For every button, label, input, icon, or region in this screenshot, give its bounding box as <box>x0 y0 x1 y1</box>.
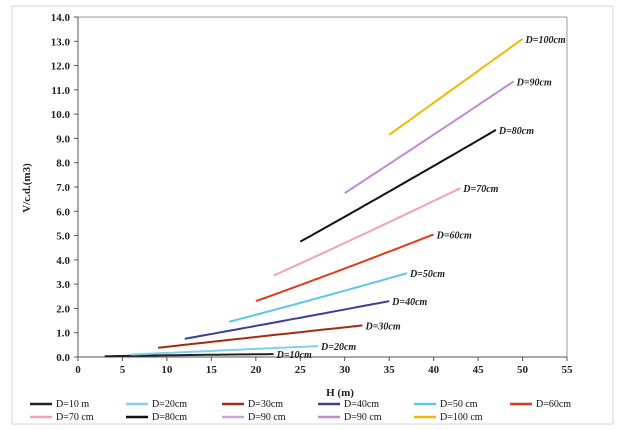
y-tick-label: 9.0 <box>56 133 70 145</box>
series-line <box>184 300 390 340</box>
series-line <box>255 233 434 303</box>
y-tick-label: 0.0 <box>56 352 70 364</box>
legend-label: D=70 cm <box>56 412 94 423</box>
y-tick-label: 14.0 <box>51 12 71 24</box>
y-tick-label: 10.0 <box>51 109 71 121</box>
y-tick-label: 1.0 <box>56 328 70 340</box>
series-line <box>104 353 274 358</box>
x-tick-label: 20 <box>250 364 262 376</box>
legend-label: D=50 cm <box>440 399 478 410</box>
series-line <box>273 187 461 277</box>
series-line <box>344 80 515 194</box>
legend-label: D=90 cm <box>248 412 286 423</box>
series-line <box>388 38 524 136</box>
x-tick-label: 35 <box>384 364 396 376</box>
series-line <box>157 324 363 349</box>
x-tick-label: 0 <box>75 364 81 376</box>
series-end-label: D=10cm <box>276 350 312 361</box>
y-tick-label: 11.0 <box>51 85 70 97</box>
x-tick-label: 50 <box>517 364 529 376</box>
legend-label: D=40cm <box>344 399 379 410</box>
y-tick-label: 12.0 <box>51 61 71 73</box>
series-end-label: D=100cm <box>525 35 566 46</box>
series-layer: D=10cm D=20cm D=30cm D=40cm D=50cm D=60cm D=70… <box>104 35 566 361</box>
series-line <box>228 272 408 323</box>
legend-label: D=90 cm <box>344 412 382 423</box>
series-end-label: D=60cm <box>436 230 472 241</box>
plot-area <box>11 5 614 425</box>
x-tick-label: 45 <box>473 364 485 376</box>
x-tick-label: 10 <box>161 364 173 376</box>
series-end-label: D=50cm <box>409 269 445 280</box>
y-tick-label: 7.0 <box>56 182 70 194</box>
y-tick-label: 3.0 <box>56 279 70 291</box>
x-axis-title: H (m) <box>326 387 354 399</box>
legend-label: D=10 m <box>56 399 89 410</box>
series-line <box>299 129 497 243</box>
y-tick-label: 13.0 <box>51 36 71 48</box>
legend-label: D=100 cm <box>440 412 483 423</box>
series-end-label: D=90cm <box>516 77 552 88</box>
series-end-label: D=20cm <box>320 342 356 353</box>
legend-label: D=80cm <box>152 412 187 423</box>
legend-label: D=20cm <box>152 399 187 410</box>
y-tick-label: 5.0 <box>56 231 70 243</box>
y-tick-label: 4.0 <box>56 255 70 267</box>
x-tick-label: 5 <box>120 364 126 376</box>
y-axis-title: V/c.d.(m3) <box>21 163 33 213</box>
legend-label: D=30cm <box>248 399 283 410</box>
series-end-label: D=30cm <box>365 321 401 332</box>
x-tick-label: 55 <box>562 364 574 376</box>
series-end-label: D=80cm <box>498 126 534 137</box>
y-tick-label: 2.0 <box>56 303 70 315</box>
x-tick-label: 30 <box>339 364 351 376</box>
series-line <box>131 345 319 356</box>
legend: D=10 m D=20cm D=30cm D=40cm D=50 cm D=60cm D=7… <box>30 399 571 423</box>
ticks-layer: 0 5 10 15 20 25 30 35 40 45 50 55 0.0 1.0 2.0 3.0 4.0 5.0… <box>51 12 573 376</box>
legend-label: D=60cm <box>536 399 571 410</box>
y-tick-label: 6.0 <box>56 206 70 218</box>
x-tick-label: 15 <box>206 364 218 376</box>
x-tick-label: 25 <box>295 364 307 376</box>
series-end-label: D=40cm <box>391 297 427 308</box>
figure-border <box>11 5 614 425</box>
x-tick-label: 40 <box>428 364 440 376</box>
series-end-label: D=70cm <box>462 184 498 195</box>
y-tick-label: 8.0 <box>56 158 70 170</box>
